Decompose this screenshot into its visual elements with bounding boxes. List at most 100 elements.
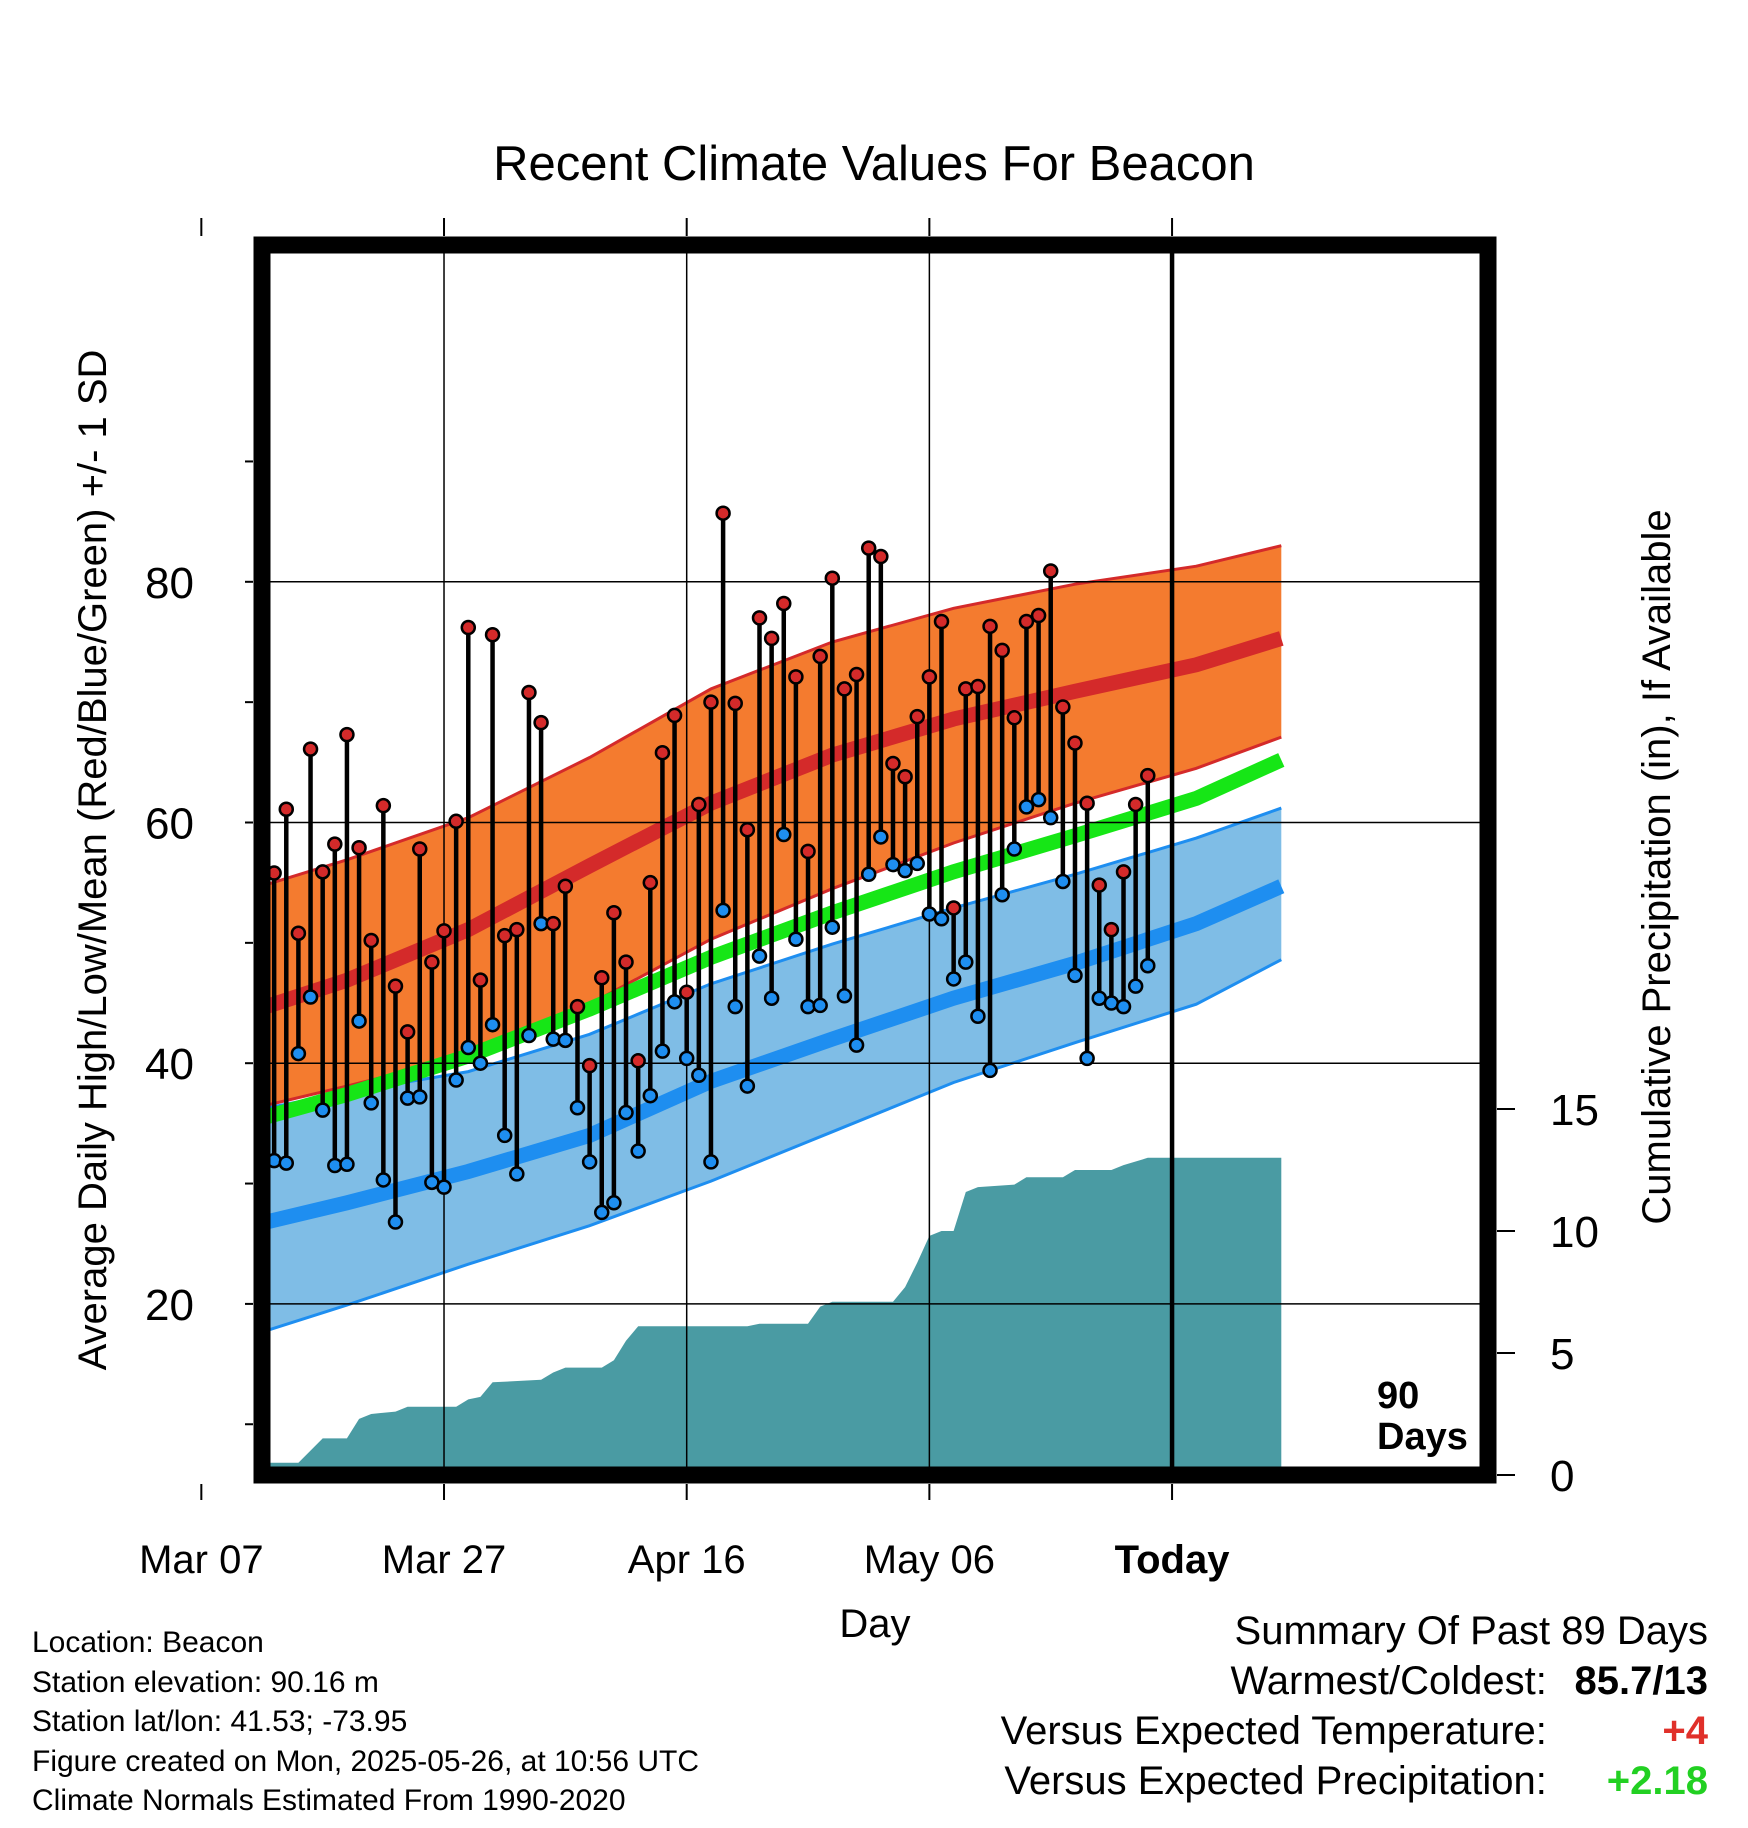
daily-high-point <box>1127 796 1144 813</box>
daily-low-point <box>945 971 962 987</box>
daily-low-point <box>654 1043 671 1059</box>
daily-record <box>521 684 537 1044</box>
daily-low-point <box>183 1147 196 1160</box>
daily-low-point <box>171 1089 184 1102</box>
daily-low-point <box>994 886 1010 903</box>
daily-low-point <box>278 1155 295 1171</box>
daily-high-point <box>763 630 780 647</box>
daily-record <box>1067 735 1083 984</box>
daily-low-point <box>1055 873 1071 890</box>
daily-low-point <box>642 1087 659 1104</box>
daily-high-point <box>496 927 513 944</box>
daily-high-point <box>314 864 331 880</box>
daily-record <box>642 874 659 1104</box>
daily-high-point <box>302 741 319 757</box>
daily-low-point <box>521 1027 537 1044</box>
daily-high-point <box>897 769 913 785</box>
daily-high-point <box>411 841 428 857</box>
daily-high-point <box>231 757 244 770</box>
daily-record <box>739 821 756 1094</box>
daily-high-point <box>387 978 404 994</box>
daily-record <box>207 1047 220 1183</box>
daily-high-point <box>678 984 695 1000</box>
daily-high-point <box>1103 921 1120 938</box>
daily-high-point <box>800 843 816 860</box>
station-info: Location: Beacon Station elevation: 90.1… <box>32 1623 699 1821</box>
daily-low-point <box>812 997 828 1014</box>
daily-high-point <box>933 613 950 630</box>
daily-high-point <box>958 681 974 697</box>
daily-low-point <box>231 1089 244 1102</box>
daily-high-point <box>836 681 853 697</box>
daily-low-point <box>509 1166 525 1182</box>
daily-high-point <box>195 994 208 1007</box>
daily-record <box>715 505 731 919</box>
daily-high-point <box>399 1024 416 1040</box>
daily-high-point <box>982 618 998 635</box>
daily-record <box>533 714 549 932</box>
daily-low-point <box>776 826 792 843</box>
daily-record <box>339 726 355 1173</box>
daily-record <box>800 843 816 1015</box>
daily-low-point <box>1127 978 1144 994</box>
daily-low-point <box>860 866 877 883</box>
daily-high-point <box>339 726 355 743</box>
daily-record <box>399 1024 416 1106</box>
daily-high-point <box>158 938 171 951</box>
x-tick-label: Apr 16 <box>628 1538 746 1582</box>
daily-high-point <box>921 669 938 685</box>
daily-high-point <box>727 695 743 712</box>
daily-record <box>302 741 319 1005</box>
daily-record <box>776 595 792 843</box>
daily-record <box>219 917 232 1231</box>
daily-record <box>581 1057 598 1170</box>
daily-high-point <box>666 707 683 724</box>
daily-high-point <box>521 684 537 701</box>
daily-low-point <box>958 954 974 970</box>
daily-high-point <box>824 570 841 586</box>
daily-high-point <box>945 900 962 916</box>
daily-high-point <box>351 840 367 856</box>
daily-low-point <box>788 931 804 947</box>
today-days-number: 90 <box>1377 1375 1419 1417</box>
daily-record <box>327 836 343 1174</box>
daily-low-point <box>982 1062 998 1079</box>
daily-high-point <box>557 878 574 895</box>
daily-low-point <box>339 1156 355 1173</box>
daily-low-point <box>715 902 731 919</box>
daily-low-point <box>630 1143 646 1159</box>
daily-record <box>1006 710 1023 857</box>
daily-record <box>1018 613 1035 815</box>
daily-low-point <box>460 1039 477 1056</box>
daily-high-point <box>219 917 232 930</box>
x-tick-label: May 06 <box>864 1538 995 1582</box>
daily-low-point <box>666 994 683 1010</box>
daily-high-point <box>860 540 877 556</box>
daily-high-point <box>751 610 768 626</box>
chart-title: Recent Climate Values For Beacon <box>493 137 1255 191</box>
daily-record <box>630 1053 646 1159</box>
daily-high-point <box>1042 563 1059 579</box>
daily-record <box>618 954 634 1121</box>
daily-record <box>158 938 171 1286</box>
daily-record <box>460 619 477 1056</box>
daily-high-point <box>776 595 792 612</box>
high-plus-sd-line <box>262 544 1282 888</box>
daily-record <box>411 841 428 1105</box>
precip-anomaly-label: Versus Expected Precipitation: <box>1004 1759 1547 1803</box>
daily-record <box>958 681 974 970</box>
daily-record <box>788 669 804 947</box>
daily-record <box>1091 877 1108 1006</box>
daily-high-point <box>460 619 477 636</box>
daily-record <box>885 755 901 873</box>
y2-tick-label: 5 <box>1550 1330 1574 1379</box>
daily-record <box>933 613 950 927</box>
daily-high-point <box>630 1053 646 1069</box>
daily-record <box>436 923 452 1195</box>
latlon-text: Station lat/lon: 41.53; -73.95 <box>32 1705 408 1738</box>
summary-heading: Summary Of Past 89 Days <box>1234 1609 1708 1653</box>
daily-high-point <box>691 796 707 813</box>
x-tick-label: Mar 07 <box>139 1538 264 1582</box>
daily-high-point <box>873 548 889 565</box>
